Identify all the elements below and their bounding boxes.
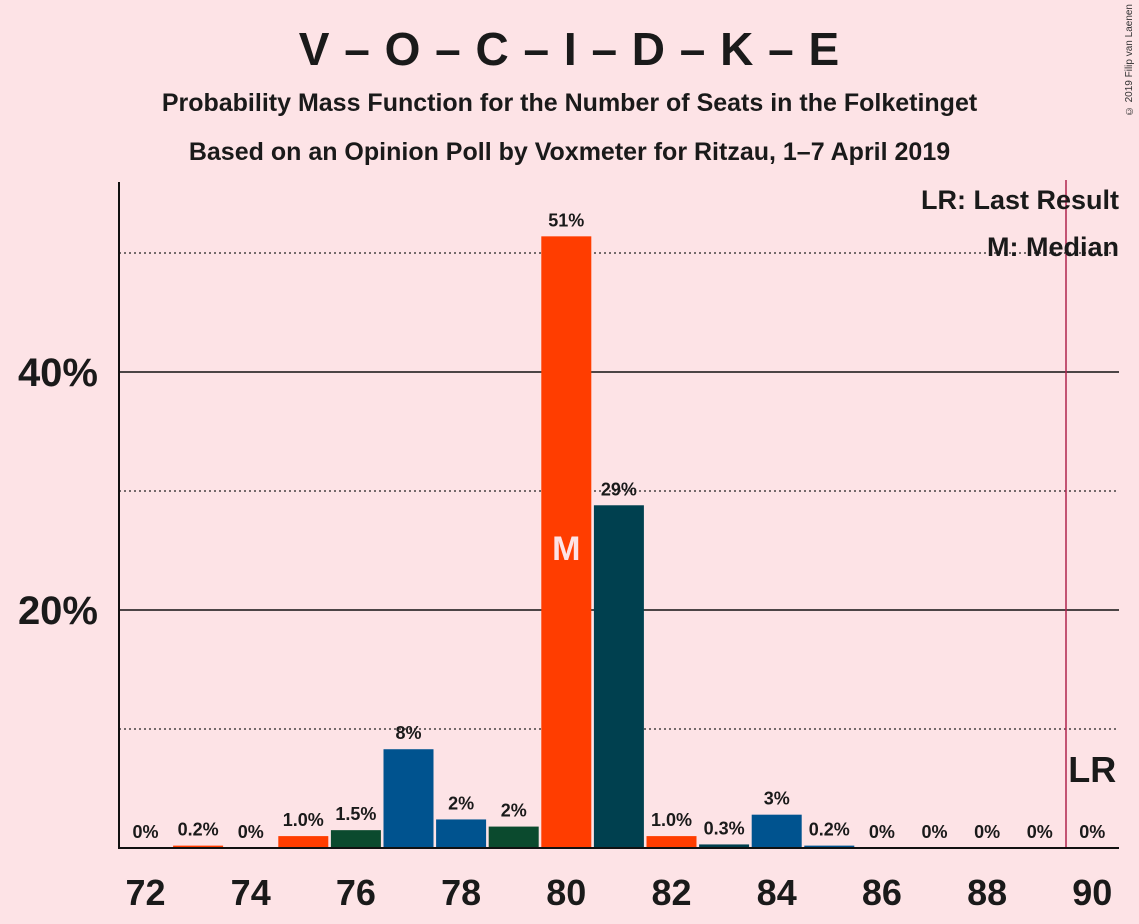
x-tick-label: 86 (862, 872, 902, 913)
x-tick-label: 88 (967, 872, 1007, 913)
bar-seats-82 (646, 836, 697, 848)
bar-value-label: 1.0% (651, 810, 692, 830)
bar-value-label: 0.2% (809, 820, 850, 840)
bar-value-label: 1.0% (283, 810, 324, 830)
bar-seats-75 (278, 836, 329, 848)
legend-last-result: LR: Last Result (920, 185, 1119, 215)
bar-seats-85 (804, 845, 855, 848)
bar-value-label: 0% (238, 822, 264, 842)
bar-value-label: 51% (548, 210, 584, 230)
x-tick-label: 78 (441, 872, 481, 913)
bar-value-label: 0% (921, 822, 947, 842)
bar-seats-78 (436, 819, 487, 848)
bar-seats-77 (383, 749, 434, 848)
x-tick-label: 74 (231, 872, 271, 913)
bar-value-label: 0.2% (178, 820, 219, 840)
chart-subtitle: Probability Mass Function for the Number… (161, 89, 978, 117)
bar-value-label: 0% (132, 822, 158, 842)
x-tick-label: 76 (336, 872, 376, 913)
bar-value-label: 3% (764, 789, 790, 809)
x-tick-label: 80 (546, 872, 586, 913)
bar-value-label: 1.5% (335, 804, 376, 824)
bar-seats-73 (173, 845, 224, 848)
bar-value-label: 2% (448, 793, 474, 813)
bar-seats-79 (488, 826, 539, 848)
x-tick-label: 84 (757, 872, 797, 913)
x-tick-label: 72 (125, 872, 165, 913)
last-result-marker: LR (1068, 749, 1116, 790)
median-marker: M (552, 530, 580, 568)
bar-value-label: 0.3% (704, 818, 745, 838)
y-tick-label: 20% (18, 589, 98, 633)
bar-seats-84 (751, 814, 802, 848)
bar-seats-76 (330, 830, 381, 848)
bar-value-label: 0% (974, 822, 1000, 842)
bar-seats-81 (593, 505, 644, 848)
bar-value-label: 29% (601, 479, 637, 499)
bar-value-label: 2% (501, 801, 527, 821)
legend-median: M: Median (987, 232, 1119, 262)
bar-seats-80 (541, 236, 592, 849)
bar-value-label: 0% (869, 822, 895, 842)
x-tick-label: 90 (1072, 872, 1112, 913)
chart-title: V – O – C – I – D – K – E (298, 23, 841, 75)
bar-seats-83 (699, 844, 750, 848)
bar-value-label: 0% (1079, 822, 1105, 842)
y-tick-label: 40% (18, 351, 98, 395)
x-tick-label: 82 (651, 872, 691, 913)
chart-subtitle-poll: Based on an Opinion Poll by Voxmeter for… (188, 138, 951, 166)
bar-value-label: 8% (395, 723, 421, 743)
bar-value-label: 0% (1027, 822, 1053, 842)
